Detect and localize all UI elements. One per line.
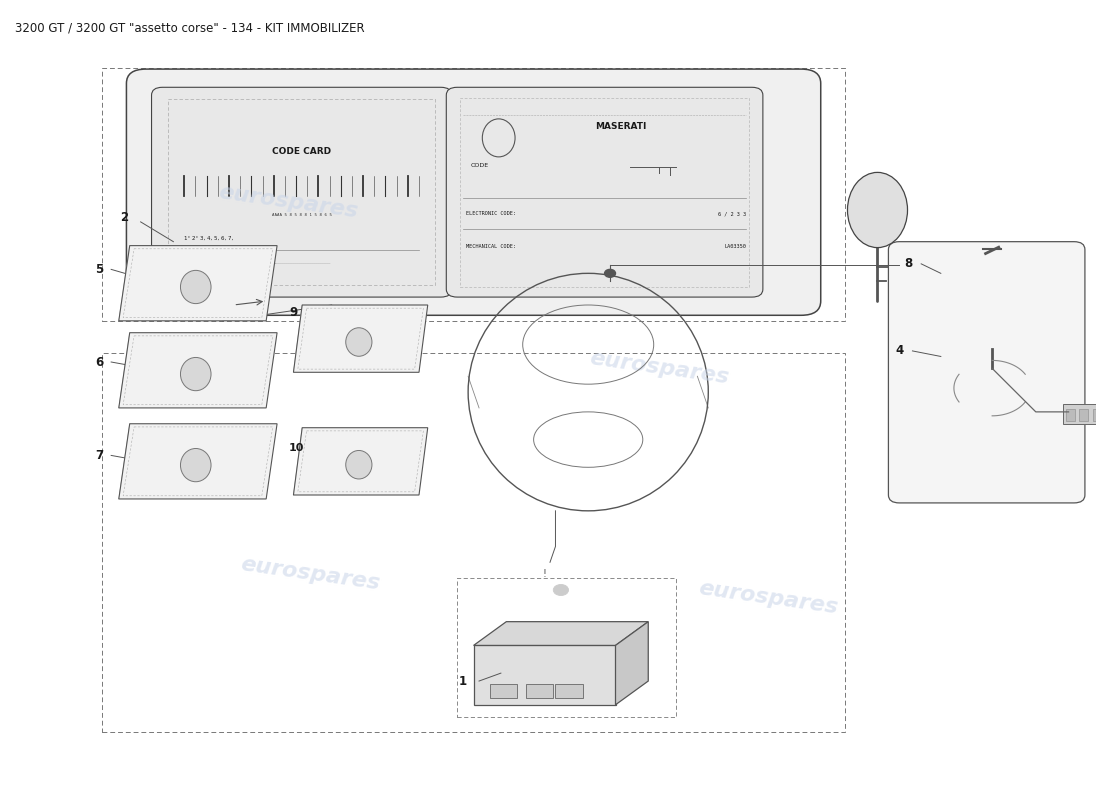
Text: MECHANICAL CODE:: MECHANICAL CODE: bbox=[466, 244, 516, 249]
Text: LA03350: LA03350 bbox=[725, 244, 747, 249]
Bar bbox=[1092, 409, 1100, 421]
Text: MASERATI: MASERATI bbox=[595, 122, 647, 130]
Bar bbox=[1066, 409, 1075, 421]
Bar bbox=[526, 684, 553, 698]
Text: Ψ: Ψ bbox=[192, 370, 199, 378]
Text: Ψ: Ψ bbox=[192, 461, 199, 470]
Text: !: ! bbox=[542, 569, 547, 579]
Text: 5: 5 bbox=[95, 263, 103, 276]
Text: ELECTRONIC CODE:: ELECTRONIC CODE: bbox=[466, 211, 516, 216]
Text: 6 / 2 3 3: 6 / 2 3 3 bbox=[718, 211, 747, 216]
Text: AAAA 5 8 5 8 8 1 5 8 6 5: AAAA 5 8 5 8 8 1 5 8 6 5 bbox=[272, 214, 331, 218]
Ellipse shape bbox=[180, 358, 211, 390]
Polygon shape bbox=[474, 622, 648, 646]
Polygon shape bbox=[119, 246, 277, 321]
Text: 8: 8 bbox=[904, 258, 912, 270]
Text: ___________________________: ___________________________ bbox=[273, 260, 330, 264]
FancyBboxPatch shape bbox=[447, 87, 763, 297]
Bar bbox=[1079, 409, 1088, 421]
Text: Ψ: Ψ bbox=[495, 134, 502, 142]
Text: eurospares: eurospares bbox=[239, 554, 381, 594]
Ellipse shape bbox=[180, 449, 211, 482]
Text: eurospares: eurospares bbox=[217, 182, 359, 222]
Text: CODE: CODE bbox=[471, 162, 488, 167]
Text: 2: 2 bbox=[120, 211, 129, 225]
Bar bbox=[556, 684, 583, 698]
Text: Ψ: Ψ bbox=[192, 282, 199, 291]
Ellipse shape bbox=[345, 328, 372, 356]
Text: CODE CARD: CODE CARD bbox=[272, 147, 331, 156]
Text: Ψ: Ψ bbox=[356, 462, 361, 467]
Text: 6: 6 bbox=[95, 355, 103, 369]
Circle shape bbox=[553, 585, 569, 595]
FancyBboxPatch shape bbox=[889, 242, 1085, 503]
Ellipse shape bbox=[847, 172, 907, 248]
FancyBboxPatch shape bbox=[126, 69, 821, 315]
Bar bbox=[490, 684, 517, 698]
Polygon shape bbox=[294, 305, 428, 372]
Text: 7: 7 bbox=[95, 449, 103, 462]
Text: Ψ: Ψ bbox=[873, 202, 881, 210]
Polygon shape bbox=[294, 428, 428, 495]
Text: Ψ: Ψ bbox=[356, 339, 361, 345]
Circle shape bbox=[605, 270, 616, 278]
Ellipse shape bbox=[345, 450, 372, 479]
Text: 1° 2° 3, 4, 5, 6, 7,: 1° 2° 3, 4, 5, 6, 7, bbox=[185, 236, 233, 242]
Text: 1: 1 bbox=[459, 674, 466, 687]
Text: eurospares: eurospares bbox=[588, 349, 730, 388]
FancyBboxPatch shape bbox=[152, 87, 452, 297]
Polygon shape bbox=[119, 424, 277, 499]
Ellipse shape bbox=[482, 119, 515, 157]
Text: 3200 GT / 3200 GT "assetto corse" - 134 - KIT IMMOBILIZER: 3200 GT / 3200 GT "assetto corse" - 134 … bbox=[15, 22, 365, 34]
Polygon shape bbox=[119, 333, 277, 408]
Ellipse shape bbox=[180, 270, 211, 304]
Bar bbox=[1063, 404, 1100, 424]
Text: 3: 3 bbox=[862, 192, 870, 205]
Text: 10: 10 bbox=[289, 442, 305, 453]
Text: eurospares: eurospares bbox=[697, 578, 839, 618]
Bar bbox=[474, 646, 616, 705]
Text: 4: 4 bbox=[895, 345, 903, 358]
Polygon shape bbox=[616, 622, 648, 705]
Text: 9: 9 bbox=[289, 306, 298, 319]
